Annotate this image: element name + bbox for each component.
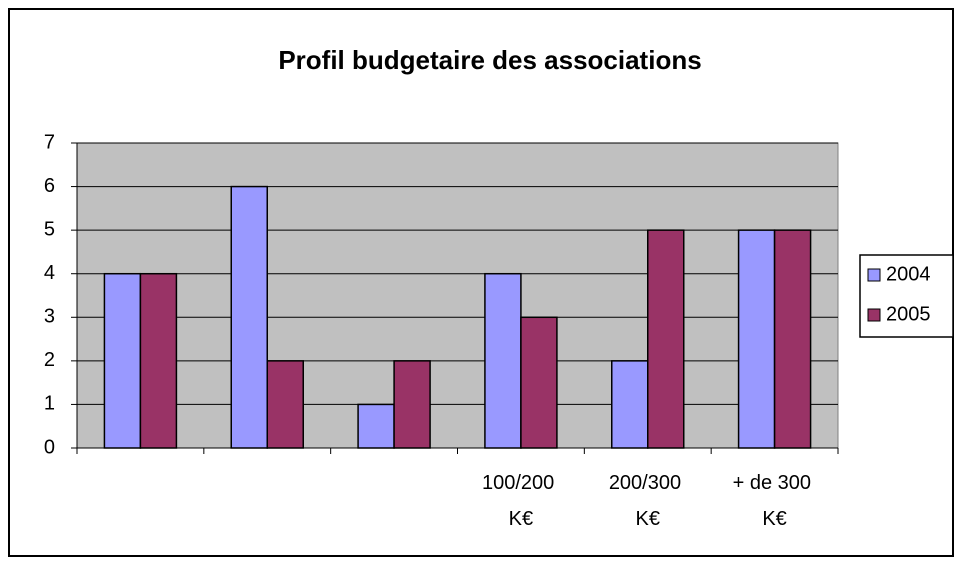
bar <box>647 229 685 449</box>
y-tick-label: 2 <box>44 349 55 371</box>
bar <box>484 272 522 449</box>
bar <box>103 272 142 449</box>
bar <box>266 360 304 449</box>
y-tick-label: 4 <box>44 262 55 284</box>
bar <box>139 272 178 449</box>
legend-label: 2004 <box>886 263 931 285</box>
legend-swatch <box>867 308 881 322</box>
y-tick-label: 7 <box>44 131 55 153</box>
y-tick-label: 5 <box>44 218 55 240</box>
y-tick-label: 1 <box>44 393 55 415</box>
y-tick-label: 6 <box>44 175 55 197</box>
bar <box>737 229 776 449</box>
x-tick-label: + de 300 K€ <box>733 472 817 530</box>
bar <box>520 316 558 449</box>
x-tick-label: 200/300 K€ <box>609 472 687 530</box>
legend-label: 2005 <box>886 303 931 325</box>
legend-swatch <box>867 268 881 282</box>
y-tick-label: 3 <box>44 306 55 328</box>
bar <box>393 360 431 449</box>
bar <box>773 229 812 449</box>
chart-title: Profil budgetaire des associations <box>278 45 701 75</box>
bar <box>230 185 268 449</box>
bar <box>357 403 395 449</box>
x-tick-label: 100/200 K€ <box>482 472 560 530</box>
bar <box>611 360 649 449</box>
plot-area <box>76 142 839 449</box>
y-tick-label: 0 <box>44 436 55 458</box>
